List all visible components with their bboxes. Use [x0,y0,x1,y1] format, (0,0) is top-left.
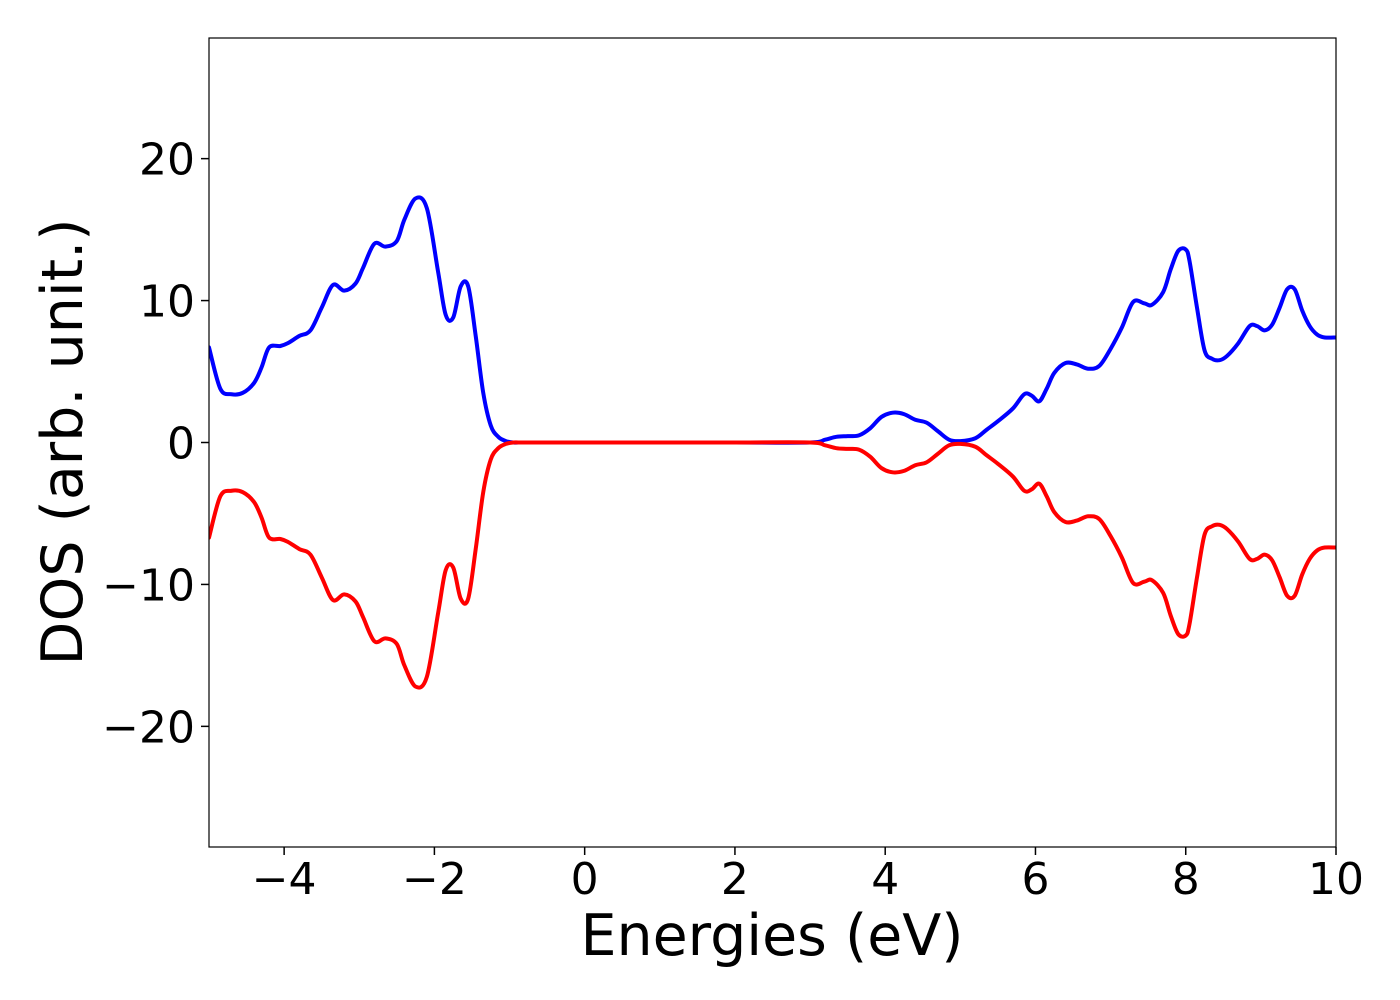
x-tick-label: 6 [1021,854,1049,905]
x-tick-label: −4 [252,854,317,905]
y-tick-label: −20 [102,702,195,753]
x-tick-label: 0 [571,854,599,905]
x-tick-label: 2 [721,854,749,905]
y-tick-label: 20 [139,135,195,186]
x-axis: −4 −2 0 2 4 6 8 10 [252,847,1364,905]
series-line-negative [209,440,1336,690]
x-tick-label: 8 [1172,854,1200,905]
x-axis-title: Energies (eV) [580,903,963,969]
y-tick-label: 0 [167,419,195,470]
y-tick-label: −10 [102,560,195,611]
series-layer [209,195,1336,690]
y-axis: 20 10 0 −10 −20 [102,135,209,753]
x-tick-label: 4 [871,854,899,905]
y-axis-title: DOS (arb. unit.) [30,219,96,666]
series-line-positive [209,195,1336,445]
x-tick-label: 10 [1308,854,1364,905]
y-tick-label: 10 [139,277,195,328]
x-tick-label: −2 [402,854,467,905]
